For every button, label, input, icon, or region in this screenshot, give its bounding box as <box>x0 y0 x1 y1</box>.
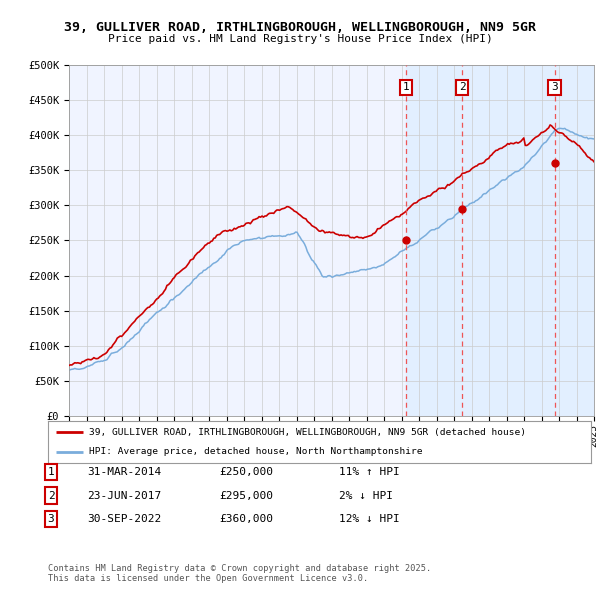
Text: £295,000: £295,000 <box>219 491 273 500</box>
Text: 2% ↓ HPI: 2% ↓ HPI <box>339 491 393 500</box>
Text: Price paid vs. HM Land Registry's House Price Index (HPI): Price paid vs. HM Land Registry's House … <box>107 34 493 44</box>
Text: £250,000: £250,000 <box>219 467 273 477</box>
Text: 12% ↓ HPI: 12% ↓ HPI <box>339 514 400 524</box>
Text: 39, GULLIVER ROAD, IRTHLINGBOROUGH, WELLINGBOROUGH, NN9 5GR (detached house): 39, GULLIVER ROAD, IRTHLINGBOROUGH, WELL… <box>89 428 526 437</box>
Text: 31-MAR-2014: 31-MAR-2014 <box>87 467 161 477</box>
Text: £360,000: £360,000 <box>219 514 273 524</box>
Text: Contains HM Land Registry data © Crown copyright and database right 2025.
This d: Contains HM Land Registry data © Crown c… <box>48 563 431 583</box>
Text: 3: 3 <box>551 83 558 93</box>
Text: 39, GULLIVER ROAD, IRTHLINGBOROUGH, WELLINGBOROUGH, NN9 5GR: 39, GULLIVER ROAD, IRTHLINGBOROUGH, WELL… <box>64 21 536 34</box>
Text: HPI: Average price, detached house, North Northamptonshire: HPI: Average price, detached house, Nort… <box>89 447 422 456</box>
Text: 3: 3 <box>47 514 55 524</box>
Text: 30-SEP-2022: 30-SEP-2022 <box>87 514 161 524</box>
Bar <box>406 65 594 416</box>
Text: 2: 2 <box>459 83 466 93</box>
Text: 1: 1 <box>403 83 409 93</box>
Text: 23-JUN-2017: 23-JUN-2017 <box>87 491 161 500</box>
Text: 2: 2 <box>47 491 55 500</box>
Text: 11% ↑ HPI: 11% ↑ HPI <box>339 467 400 477</box>
Text: 1: 1 <box>47 467 55 477</box>
